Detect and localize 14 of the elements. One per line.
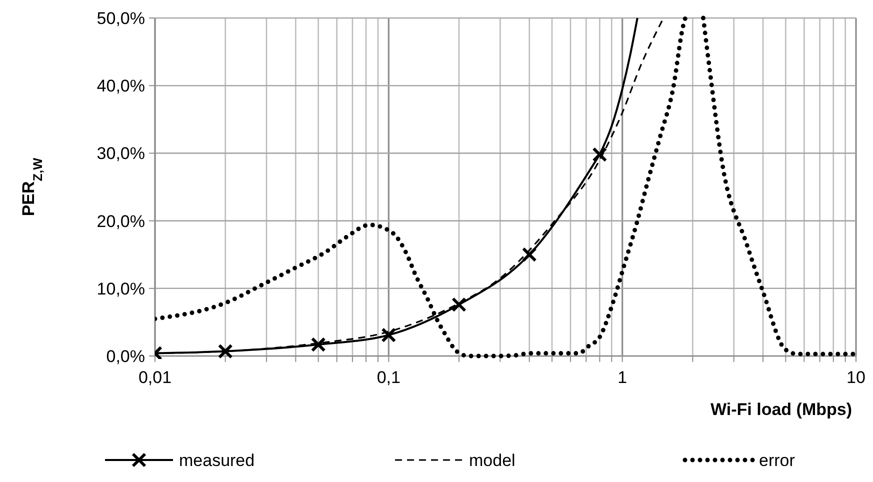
y-tick-label: 40,0% — [96, 76, 145, 96]
y-tick-label: 10,0% — [96, 279, 145, 298]
x-tick-label: 1 — [618, 368, 628, 387]
y-tick-label: 0,0% — [106, 347, 145, 366]
y-tick-label: 30,0% — [96, 144, 145, 164]
x-tick-label: 0,01 — [138, 368, 172, 387]
y-tick-label: 20,0% — [96, 212, 145, 231]
y-tick-label: 50,0% — [96, 9, 145, 28]
legend-label: model — [469, 451, 516, 470]
legend-label: error — [759, 451, 796, 470]
x-axis-title: Wi-Fi load (Mbps) — [710, 400, 852, 419]
x-tick-label: 0,1 — [376, 368, 400, 387]
x-tick-label: 10 — [846, 368, 866, 387]
legend-label: measured — [179, 451, 255, 470]
